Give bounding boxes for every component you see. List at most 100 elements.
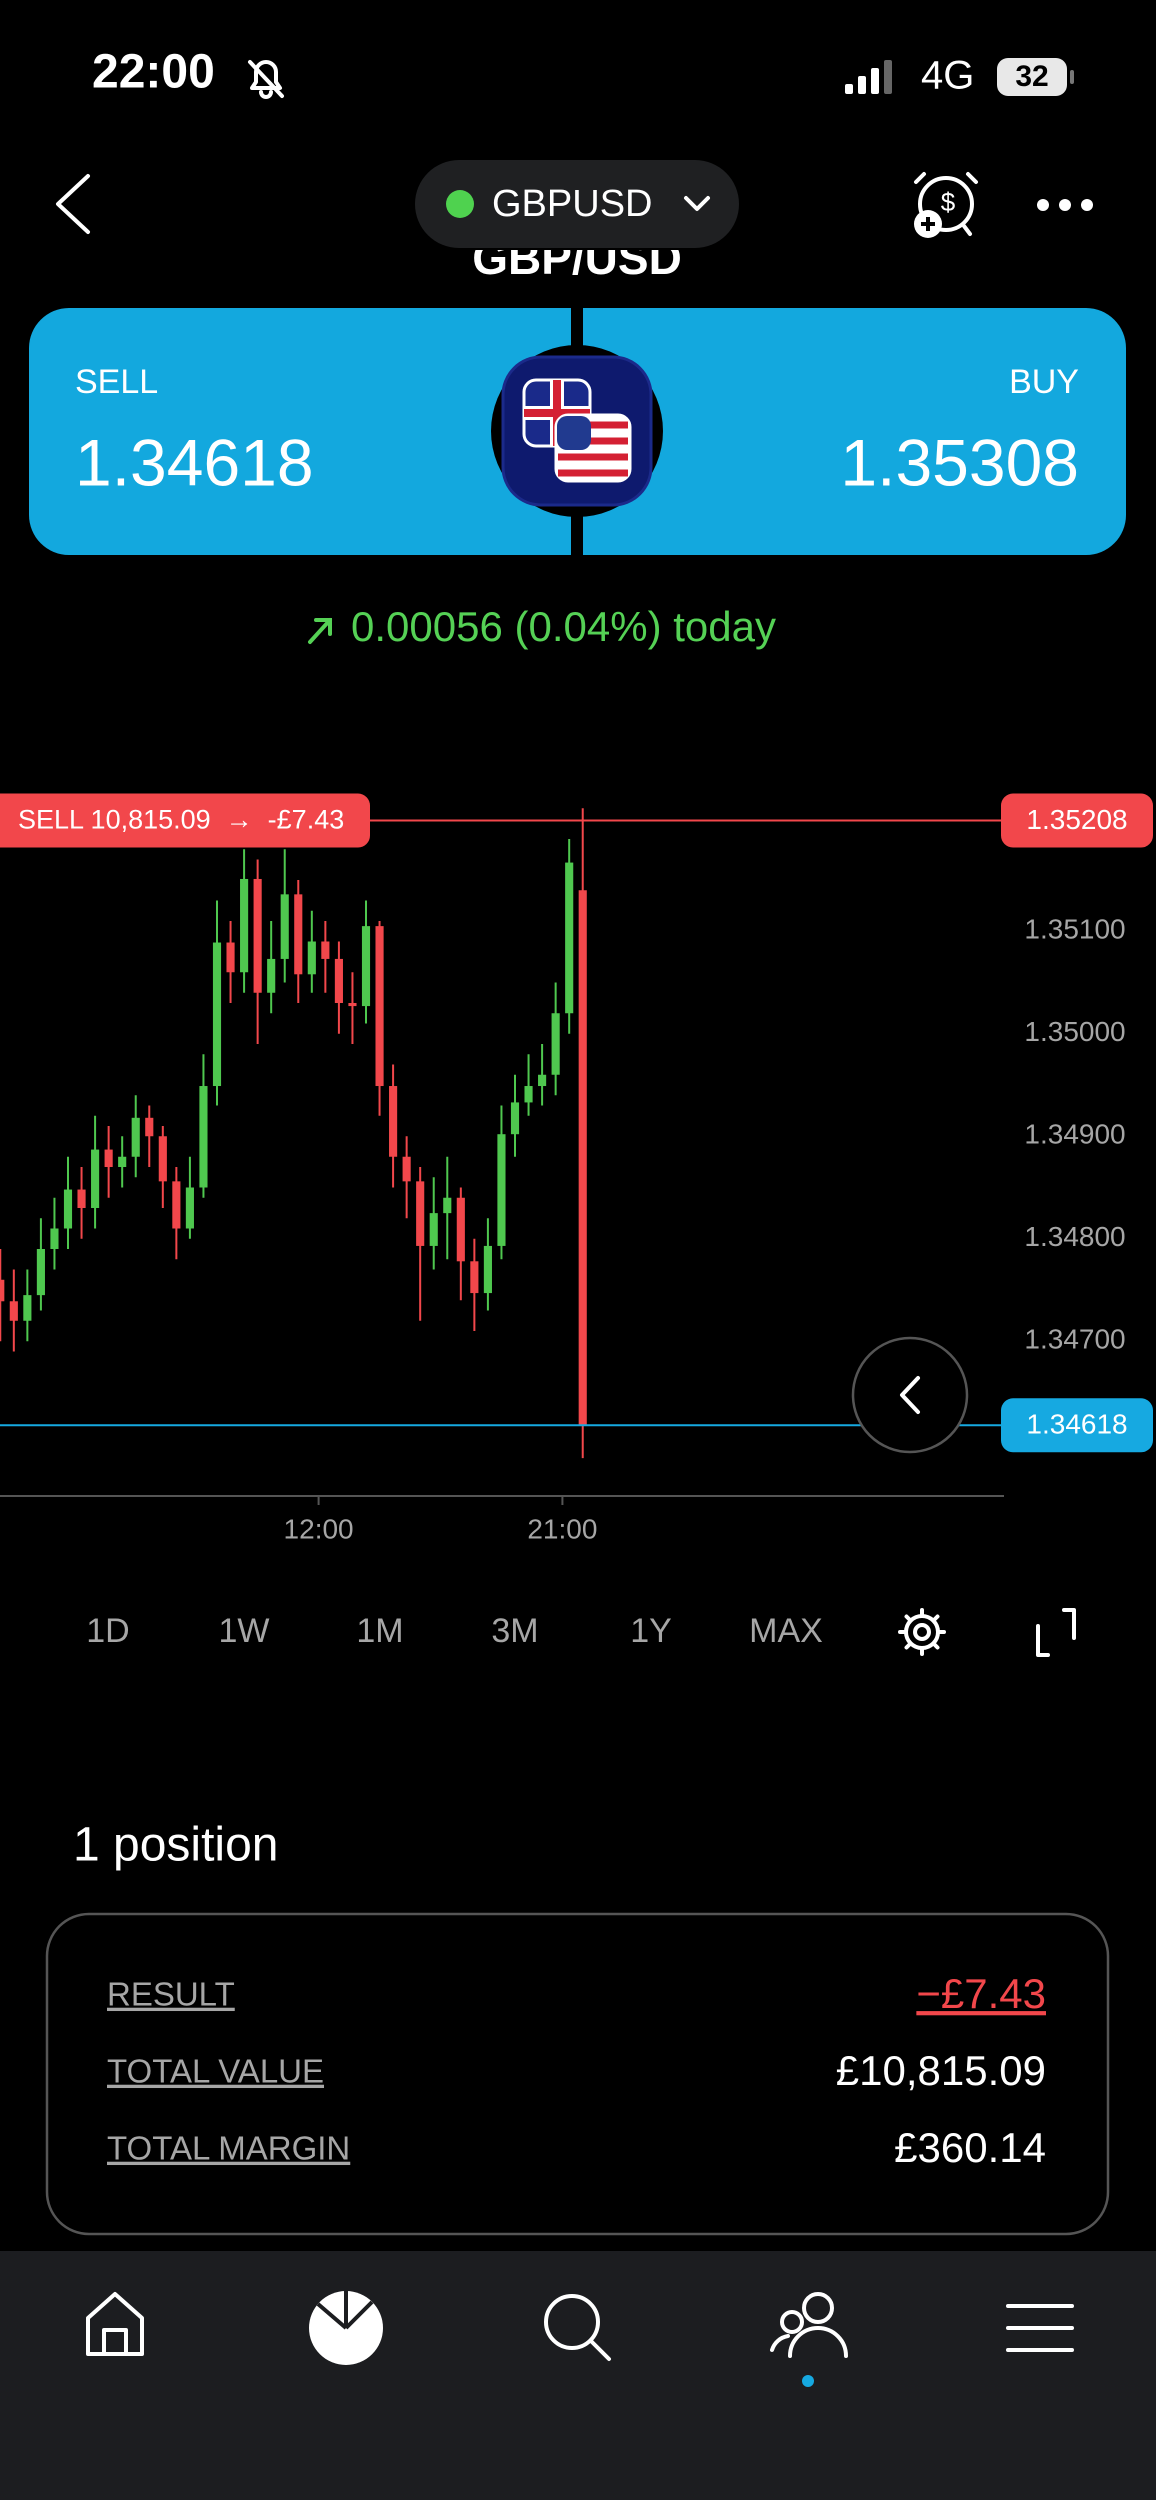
candle-body — [443, 1197, 452, 1214]
candle-body — [36, 1249, 45, 1296]
y-tick-label: 1.35100 — [1024, 914, 1125, 945]
candle-body — [429, 1213, 438, 1246]
collapse-button[interactable] — [851, 1336, 969, 1454]
network-label: 4G — [921, 54, 974, 98]
candle-body — [212, 942, 222, 1087]
back-button[interactable] — [56, 174, 90, 234]
row-label[interactable]: RESULT — [107, 1976, 235, 2013]
daily-change: 0.00056 (0.04%) today — [351, 603, 776, 650]
y-tick-label: 1.34900 — [1024, 1119, 1125, 1150]
candle-body — [199, 1086, 208, 1188]
row-label[interactable]: TOTAL VALUE — [107, 2053, 324, 2090]
candle-body — [524, 1086, 533, 1103]
candle-body — [50, 1228, 59, 1249]
candle-body — [361, 926, 371, 1007]
tab-home[interactable] — [86, 2292, 144, 2356]
dollar-icon: $ — [941, 187, 956, 217]
candle-body — [172, 1181, 181, 1229]
candle-body — [253, 878, 262, 993]
candle-body — [470, 1261, 479, 1294]
candle-body — [416, 1181, 425, 1246]
candle-body — [497, 1134, 506, 1246]
buy-price: 1.35308 — [840, 425, 1079, 499]
candle-body — [158, 1136, 167, 1182]
timeframe-bar: 1D 1W 1M 3M 1Y MAX — [86, 1612, 823, 1650]
candle-body — [91, 1149, 100, 1208]
candle-body — [578, 890, 587, 1426]
timeframe-button[interactable]: 1M — [356, 1612, 403, 1650]
row-value: £10,815.09 — [836, 2047, 1046, 2094]
timeframe-button[interactable]: 1D — [86, 1612, 129, 1650]
timeframe-button[interactable]: MAX — [749, 1612, 823, 1650]
y-tick-label: 1.34700 — [1024, 1324, 1125, 1355]
candle-body — [77, 1189, 86, 1208]
price-tag — [1001, 793, 1153, 848]
price-tag-label: 1.34618 — [1026, 1409, 1127, 1440]
candle-body — [375, 926, 384, 1087]
position-rows: RESULT −£7.43 TOTAL VALUE £10,815.09 TOTAL M… — [107, 1970, 1046, 2171]
candle-body — [538, 1074, 547, 1087]
active-tab-indicator — [802, 2375, 814, 2387]
candle-body — [267, 958, 276, 993]
x-tick-label: 21:00 — [527, 1513, 597, 1544]
candle-body — [389, 1086, 398, 1157]
currency-flags — [491, 345, 663, 517]
price-chart: 1.346001.347001.348001.349001.350001.351… — [0, 793, 1153, 1544]
candle-body — [226, 942, 235, 973]
positions-title: 1 position — [73, 1819, 278, 1872]
candle-body — [456, 1197, 465, 1262]
collapse-chevron — [900, 1376, 920, 1414]
x-tick-label: 12:00 — [284, 1513, 354, 1544]
candle-body — [9, 1301, 18, 1321]
sell-price: 1.34618 — [75, 425, 314, 499]
position-tag[interactable] — [0, 793, 370, 848]
tab-menu[interactable] — [1006, 2304, 1074, 2352]
market-status-dot — [446, 190, 474, 218]
symbol-label: GBPUSD — [492, 183, 652, 225]
tab-search[interactable] — [544, 2294, 611, 2361]
candle-body — [185, 1187, 194, 1229]
candle-body — [321, 941, 330, 959]
position-tag-label: SELL 10,815.09 → -£7.43 — [18, 805, 344, 835]
candle-body — [118, 1156, 127, 1167]
timeframe-button[interactable]: 3M — [491, 1612, 538, 1650]
candle-body — [280, 894, 289, 959]
candle-body — [307, 941, 316, 975]
candle-body — [348, 1003, 357, 1007]
candle-body — [63, 1189, 73, 1229]
more-button[interactable] — [1037, 199, 1093, 211]
row-value: −£7.43 — [916, 1970, 1046, 2017]
price-alert-button[interactable]: $ — [914, 172, 978, 238]
y-tick-label: 1.35000 — [1024, 1016, 1125, 1047]
row-label[interactable]: TOTAL MARGIN — [107, 2130, 350, 2167]
status-time: 22:00 — [92, 46, 215, 99]
chart-settings-button[interactable] — [898, 1608, 946, 1656]
price-tag — [1001, 1398, 1153, 1453]
tab-community[interactable] — [770, 2292, 848, 2358]
symbol-selector[interactable] — [415, 160, 739, 248]
timeframe-button[interactable]: 1W — [219, 1612, 270, 1650]
candle-body — [565, 862, 574, 1014]
position-card[interactable] — [45, 1912, 1110, 2236]
candle-body — [240, 878, 249, 973]
candle-body — [294, 894, 303, 975]
candle-body — [510, 1102, 520, 1135]
candle-body — [0, 1279, 5, 1302]
candle-body — [145, 1117, 154, 1137]
timeframe-button[interactable]: 1Y — [630, 1612, 672, 1650]
row-value: £360.14 — [894, 2124, 1046, 2171]
candle-body — [131, 1117, 140, 1157]
battery — [997, 58, 1067, 96]
candle-body — [551, 1013, 560, 1075]
mute-icon — [248, 60, 284, 99]
buy-label: BUY — [1009, 363, 1079, 401]
signal-icon — [845, 60, 892, 94]
tab-portfolio[interactable] — [309, 2291, 383, 2365]
candle-body — [402, 1156, 411, 1182]
battery-tip — [1070, 70, 1074, 84]
fullscreen-button[interactable] — [1036, 1608, 1076, 1657]
y-tick-label: 1.34800 — [1024, 1221, 1125, 1252]
candle-body — [334, 958, 343, 1003]
